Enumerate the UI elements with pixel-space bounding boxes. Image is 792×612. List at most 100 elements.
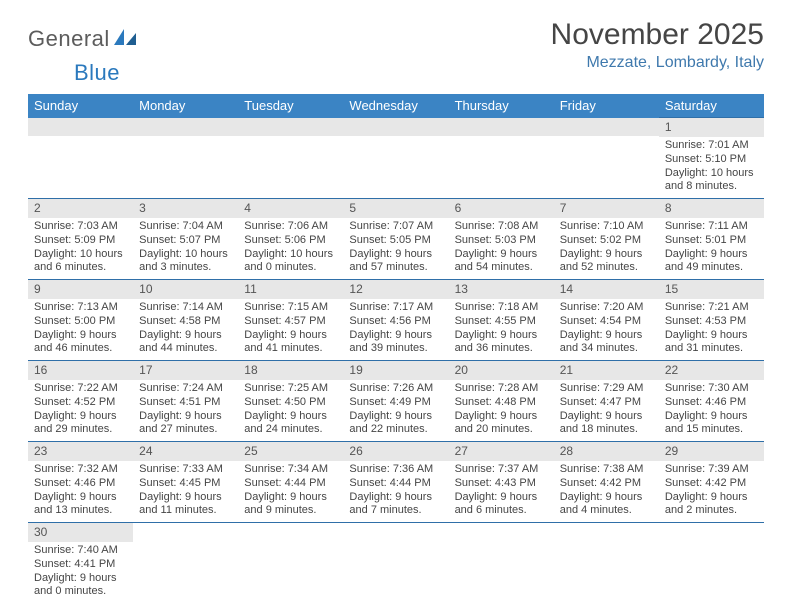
daylight-text: Daylight: 10 hours and 0 minutes. (244, 248, 337, 276)
sunrise-text: Sunrise: 7:18 AM (455, 301, 548, 315)
day-number: 12 (343, 280, 448, 299)
calendar-cell: 8Sunrise: 7:11 AMSunset: 5:01 PMDaylight… (659, 199, 764, 280)
day-number: 27 (449, 442, 554, 461)
sunset-text: Sunset: 5:10 PM (665, 153, 758, 167)
sunrise-text: Sunrise: 7:14 AM (139, 301, 232, 315)
calendar-cell: 17Sunrise: 7:24 AMSunset: 4:51 PMDayligh… (133, 361, 238, 442)
day-number: 23 (28, 442, 133, 461)
day-number: 8 (659, 199, 764, 218)
sunrise-text: Sunrise: 7:24 AM (139, 382, 232, 396)
calendar-cell: 10Sunrise: 7:14 AMSunset: 4:58 PMDayligh… (133, 280, 238, 361)
weekday-header-row: Sunday Monday Tuesday Wednesday Thursday… (28, 94, 764, 118)
daylight-text: Daylight: 9 hours and 9 minutes. (244, 491, 337, 519)
day-content: Sunrise: 7:17 AMSunset: 4:56 PMDaylight:… (343, 299, 448, 360)
sunrise-text: Sunrise: 7:30 AM (665, 382, 758, 396)
day-number: 24 (133, 442, 238, 461)
calendar-table: Sunday Monday Tuesday Wednesday Thursday… (28, 94, 764, 603)
sunset-text: Sunset: 4:53 PM (665, 315, 758, 329)
daylight-text: Daylight: 9 hours and 18 minutes. (560, 410, 653, 438)
calendar-week-row: 9Sunrise: 7:13 AMSunset: 5:00 PMDaylight… (28, 280, 764, 361)
day-content: Sunrise: 7:32 AMSunset: 4:46 PMDaylight:… (28, 461, 133, 522)
sunrise-text: Sunrise: 7:10 AM (560, 220, 653, 234)
daylight-text: Daylight: 9 hours and 49 minutes. (665, 248, 758, 276)
day-number: 2 (28, 199, 133, 218)
sunrise-text: Sunrise: 7:22 AM (34, 382, 127, 396)
day-content: Sunrise: 7:26 AMSunset: 4:49 PMDaylight:… (343, 380, 448, 441)
weekday-header: Wednesday (343, 94, 448, 118)
day-content: Sunrise: 7:15 AMSunset: 4:57 PMDaylight:… (238, 299, 343, 360)
sunrise-text: Sunrise: 7:34 AM (244, 463, 337, 477)
daylight-text: Daylight: 9 hours and 36 minutes. (455, 329, 548, 357)
day-number: 1 (659, 118, 764, 137)
day-number: 15 (659, 280, 764, 299)
calendar-cell: 27Sunrise: 7:37 AMSunset: 4:43 PMDayligh… (449, 442, 554, 523)
calendar-cell (659, 523, 764, 604)
calendar-cell: 23Sunrise: 7:32 AMSunset: 4:46 PMDayligh… (28, 442, 133, 523)
daylight-text: Daylight: 9 hours and 46 minutes. (34, 329, 127, 357)
day-content: Sunrise: 7:24 AMSunset: 4:51 PMDaylight:… (133, 380, 238, 441)
daylight-text: Daylight: 9 hours and 2 minutes. (665, 491, 758, 519)
day-number: 25 (238, 442, 343, 461)
day-content: Sunrise: 7:04 AMSunset: 5:07 PMDaylight:… (133, 218, 238, 279)
sunrise-text: Sunrise: 7:33 AM (139, 463, 232, 477)
sunset-text: Sunset: 4:55 PM (455, 315, 548, 329)
weekday-header: Sunday (28, 94, 133, 118)
day-content: Sunrise: 7:33 AMSunset: 4:45 PMDaylight:… (133, 461, 238, 522)
sunset-text: Sunset: 4:44 PM (349, 477, 442, 491)
sunset-text: Sunset: 5:00 PM (34, 315, 127, 329)
day-number: 22 (659, 361, 764, 380)
weekday-header: Thursday (449, 94, 554, 118)
sunset-text: Sunset: 4:56 PM (349, 315, 442, 329)
day-content: Sunrise: 7:01 AMSunset: 5:10 PMDaylight:… (659, 137, 764, 198)
daylight-text: Daylight: 9 hours and 31 minutes. (665, 329, 758, 357)
sunrise-text: Sunrise: 7:21 AM (665, 301, 758, 315)
day-number: 30 (28, 523, 133, 542)
sunrise-text: Sunrise: 7:11 AM (665, 220, 758, 234)
sunrise-text: Sunrise: 7:29 AM (560, 382, 653, 396)
calendar-cell: 16Sunrise: 7:22 AMSunset: 4:52 PMDayligh… (28, 361, 133, 442)
sunset-text: Sunset: 4:45 PM (139, 477, 232, 491)
day-number: 10 (133, 280, 238, 299)
day-content: Sunrise: 7:11 AMSunset: 5:01 PMDaylight:… (659, 218, 764, 279)
day-number: 6 (449, 199, 554, 218)
calendar-week-row: 23Sunrise: 7:32 AMSunset: 4:46 PMDayligh… (28, 442, 764, 523)
sunrise-text: Sunrise: 7:39 AM (665, 463, 758, 477)
sunrise-text: Sunrise: 7:40 AM (34, 544, 127, 558)
day-content: Sunrise: 7:29 AMSunset: 4:47 PMDaylight:… (554, 380, 659, 441)
sunrise-text: Sunrise: 7:04 AM (139, 220, 232, 234)
day-number: 5 (343, 199, 448, 218)
sunset-text: Sunset: 5:01 PM (665, 234, 758, 248)
day-content: Sunrise: 7:14 AMSunset: 4:58 PMDaylight:… (133, 299, 238, 360)
weekday-header: Monday (133, 94, 238, 118)
daylight-text: Daylight: 9 hours and 44 minutes. (139, 329, 232, 357)
calendar-cell: 5Sunrise: 7:07 AMSunset: 5:05 PMDaylight… (343, 199, 448, 280)
calendar-cell: 11Sunrise: 7:15 AMSunset: 4:57 PMDayligh… (238, 280, 343, 361)
sunset-text: Sunset: 5:03 PM (455, 234, 548, 248)
day-number: 28 (554, 442, 659, 461)
day-number: 21 (554, 361, 659, 380)
sunset-text: Sunset: 5:05 PM (349, 234, 442, 248)
day-number: 20 (449, 361, 554, 380)
calendar-cell (554, 118, 659, 199)
calendar-cell: 3Sunrise: 7:04 AMSunset: 5:07 PMDaylight… (133, 199, 238, 280)
calendar-cell (343, 523, 448, 604)
calendar-cell: 15 Sunrise: 7:21 AMSunset: 4:53 PMDayligh… (659, 280, 764, 361)
sunrise-text: Sunrise: 7:36 AM (349, 463, 442, 477)
sunset-text: Sunset: 4:49 PM (349, 396, 442, 410)
logo: General (28, 18, 138, 52)
day-number: 16 (28, 361, 133, 380)
daylight-text: Daylight: 9 hours and 54 minutes. (455, 248, 548, 276)
daylight-text: Daylight: 9 hours and 22 minutes. (349, 410, 442, 438)
sunset-text: Sunset: 4:54 PM (560, 315, 653, 329)
sunrise-text: Sunrise: 7:15 AM (244, 301, 337, 315)
sunrise-text: Sunrise: 7:01 AM (665, 139, 758, 153)
sunrise-text: Sunrise: 7:26 AM (349, 382, 442, 396)
calendar-cell: 12Sunrise: 7:17 AMSunset: 4:56 PMDayligh… (343, 280, 448, 361)
sunrise-text: Sunrise: 7:25 AM (244, 382, 337, 396)
calendar-week-row: 30Sunrise: 7:40 AMSunset: 4:41 PMDayligh… (28, 523, 764, 604)
day-number: 19 (343, 361, 448, 380)
day-content: Sunrise: 7:25 AMSunset: 4:50 PMDaylight:… (238, 380, 343, 441)
daylight-text: Daylight: 9 hours and 0 minutes. (34, 572, 127, 600)
day-content: Sunrise: 7:30 AMSunset: 4:46 PMDaylight:… (659, 380, 764, 441)
calendar-cell: 9Sunrise: 7:13 AMSunset: 5:00 PMDaylight… (28, 280, 133, 361)
